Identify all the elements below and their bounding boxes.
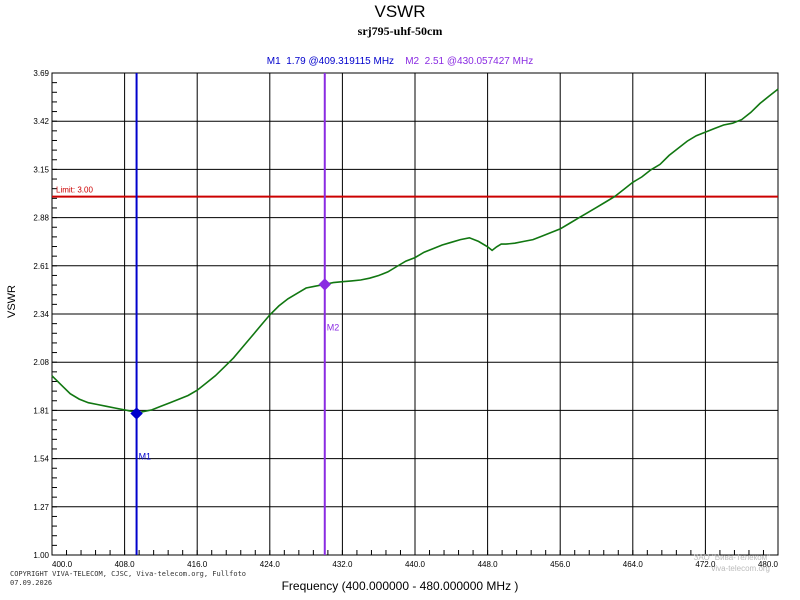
marker-readout: M1 1.79 @409.319115 MHz M2 2.51 @430.057… (0, 56, 800, 67)
y-tick-label: 2.61 (33, 262, 49, 271)
series-group (51, 88, 779, 415)
watermark-url: viva-telecom.org (711, 564, 770, 573)
limit-line-group: Limit: 3.00 (52, 186, 778, 198)
x-tick-label: 464.0 (623, 560, 644, 569)
marker-m1-readout: M1 1.79 @409.319115 MHz (266, 56, 395, 67)
chart-title: VSWR (374, 2, 426, 21)
marker-m1-label: M1 (139, 451, 152, 461)
copyright-note: COPYRIGHT VIVA-TELECOM, CJSC, Viva-telec… (10, 570, 246, 588)
marker-m1-point (130, 407, 143, 420)
copyright-date: 07.09.2026 (10, 579, 53, 587)
limit-label: Limit: 3.00 (56, 186, 93, 195)
y-tick-label: 2.88 (33, 214, 49, 223)
x-tick-label: 424.0 (260, 560, 281, 569)
copyright-line: COPYRIGHT VIVA-TELECOM, CJSC, Viva-telec… (10, 570, 247, 578)
x-tick-label: 456.0 (550, 560, 571, 569)
x-tick-labels: 400.0 408.0 416.0 424.0 432.0 440.0 448.0 456.0… (52, 560, 779, 569)
y-tick-labels: 1.00 1.27 1.54 1.81 2.08 2.34 2.61 2.88 3.15 3.42… (33, 69, 49, 560)
x-axis-label: Frequency (400.000000 - 480.000000 MHz ) (281, 579, 519, 593)
vswr-series-line (51, 88, 779, 415)
y-tick-label: 1.54 (33, 455, 49, 464)
x-tick-label: 472.0 (695, 560, 716, 569)
y-tick-label: 3.42 (33, 117, 49, 126)
y-tick-label: 3.69 (33, 69, 49, 78)
marker-m2-label: M2 (327, 322, 340, 332)
y-tick-label: 3.15 (33, 165, 49, 174)
watermark-line: ЗАО "Вива-Телеком" (693, 553, 770, 562)
y-tick-label: 1.27 (33, 503, 49, 512)
minor-ticks (51, 82, 764, 556)
x-tick-label: 416.0 (187, 560, 208, 569)
x-tick-label: 400.0 (52, 560, 73, 569)
y-tick-label: 2.08 (33, 358, 49, 367)
marker-group: M1 M2 (130, 73, 340, 555)
chart-subtitle: srj795-uhf-50cm (357, 24, 443, 38)
x-tick-label: 480.0 (758, 560, 779, 569)
watermark: ЗАО "Вива-Телеком" viva-telecom.org (694, 552, 770, 574)
x-tick-label: 448.0 (478, 560, 499, 569)
x-tick-label: 432.0 (332, 560, 353, 569)
y-tick-label: 1.00 (33, 551, 49, 560)
y-axis-label: VSWR (6, 285, 18, 318)
x-tick-label: 408.0 (115, 560, 136, 569)
marker-m2-readout: M2 2.51 @430.057427 MHz (405, 56, 534, 67)
y-tick-label: 1.81 (33, 406, 49, 415)
y-tick-label: 2.34 (33, 310, 49, 319)
marker-m2-point (318, 278, 331, 291)
x-tick-label: 440.0 (405, 560, 426, 569)
